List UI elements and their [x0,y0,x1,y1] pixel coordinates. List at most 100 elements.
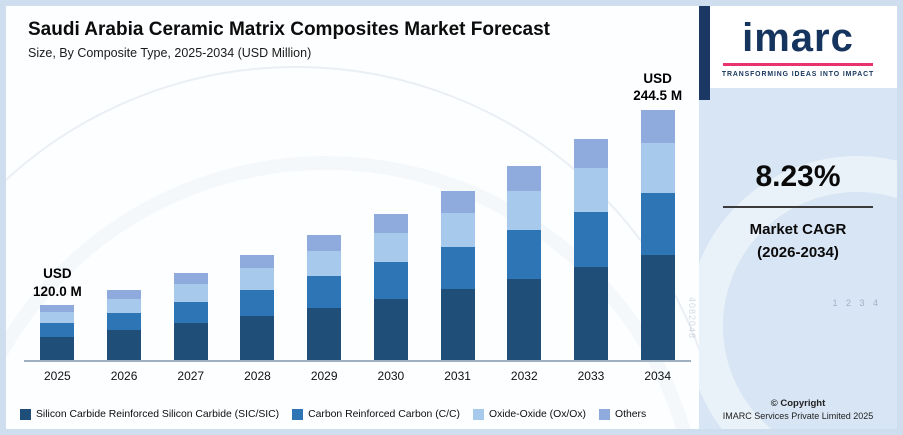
stacked-bar-2029 [307,235,342,360]
cagr-label-line2: (2026-2034) [757,244,839,262]
bar-column-2026 [91,289,158,360]
bar-segment [107,298,142,313]
bar-segment [640,110,675,143]
x-axis-tick-label: 2026 [110,369,138,383]
bar-segment [173,301,208,324]
bar-segment [507,278,542,360]
legend-swatch [20,409,31,420]
bar-segment [240,268,275,290]
x-axis-tick-label: 2030 [377,369,405,383]
bar-segment [307,235,342,252]
bars-plot-area: USD 120.0 M USD 244.5 M [24,60,691,362]
x-axis-tick-label: 2034 [644,369,672,383]
cagr-label-line1: Market CAGR [749,221,847,238]
bar-segment [307,307,342,360]
bar-segment [107,289,142,299]
bar-segment [573,267,608,360]
bar-segment [640,255,675,360]
bar-segment [573,212,608,268]
bar-segment [640,192,675,255]
legend-item: Silicon Carbide Reinforced Silicon Carbi… [20,409,279,420]
bar-segment [373,213,408,233]
bar-segment [40,337,75,360]
watermark-digits: 4082048 [687,296,697,339]
x-axis-tick-label: 2032 [510,369,538,383]
bar-value-annotation: USD 244.5 M [633,70,683,104]
stacked-bar-2025 [40,305,75,360]
stacked-bar-2027 [173,272,208,360]
stacked-bar-2028 [240,254,275,360]
cagr-block: 8.23% Market CAGR (2026-2034) [723,160,873,265]
bar-column-2033 [558,139,625,360]
bar-column-2030 [358,213,425,360]
bar-column-2031 [424,190,491,360]
bar-segment [173,323,208,360]
bar-segment [173,272,208,285]
stacked-bar-2026 [107,289,142,360]
bar-segment [240,254,275,269]
bar-segment [40,323,75,337]
bar-segment [440,246,475,289]
legend-swatch [599,409,611,420]
bar-segment [240,315,275,360]
bar-segment [107,312,142,331]
bar-segment [373,232,408,263]
legend-swatch [292,409,304,420]
legend-item: Carbon Reinforced Carbon (C/C) [292,409,460,420]
bar-segment [373,262,408,299]
imarc-logo: imarc [742,16,854,60]
bar-value-annotation: USD 120.0 M [32,266,82,299]
x-axis-tick-label: 2031 [444,369,471,383]
bar-column-2028 [224,254,291,360]
navy-accent-strip [699,6,710,100]
x-axis-tick-label: 2033 [577,369,605,383]
x-axis-labels: 2025 2026 2027 2028 2029 2030 2031 2032 2033 2034 [24,362,691,383]
logo-tagline: TRANSFORMING IDEAS INTO IMPACT [721,71,875,78]
chart-main-area: Saudi Arabia Ceramic Matrix Composites M… [6,6,699,429]
bar-segment [440,289,475,360]
legend-label: Carbon Reinforced Carbon (C/C) [308,409,461,420]
x-axis-tick-label: 2025 [44,369,71,383]
imarc-logo-block: imarc TRANSFORMING IDEAS INTO IMPACT [699,6,897,88]
legend-item: Oxide-Oxide (Ox/Ox) [473,409,586,420]
bar-column-2027 [157,272,224,360]
copyright-line1: © Copyright [770,398,826,409]
legend-swatch [473,409,485,420]
bar-segment [507,230,542,279]
chart-legend: Silicon Carbide Reinforced Silicon Carbi… [20,409,697,420]
bar-segment [573,139,608,168]
bar-segment [307,276,342,308]
bar-segment [240,289,275,316]
bar-segment [40,305,75,313]
bar-segment [173,284,208,302]
bar-column-2025: USD 120.0 M [24,265,91,360]
bar-segment [640,142,675,193]
chart-subtitle: Size, By Composite Type, 2025-2034 (USD … [28,46,312,60]
cagr-value: 8.23% [755,160,841,193]
copyright-block: © Copyright IMARC Services Private Limit… [699,398,897,421]
legend-label: Silicon Carbide Reinforced Silicon Carbi… [36,409,280,420]
legend-label: Others [615,409,647,420]
stacked-bar-2031 [440,190,475,360]
legend-label: Oxide-Oxide (Ox/Ox) [489,409,587,420]
bar-segment [40,312,75,324]
x-axis-tick-label: 2029 [310,369,338,383]
bar-segment [507,191,542,230]
stacked-bar-2030 [373,213,408,360]
bar-segment [507,166,542,192]
stacked-bar-2034 [640,110,675,360]
bar-segment [440,212,475,247]
bar-column-2034: USD 244.5 M [624,70,691,360]
bar-segment [107,330,142,360]
copyright-line2: IMARC Services Private Limited 2025 [722,411,874,421]
bar-chart: USD 120.0 M USD 244.5 M 2025 2026 2027 2028 202… [24,60,691,383]
logo-red-rule [723,63,873,66]
stacked-bar-2032 [507,166,542,360]
bar-segment [573,167,608,213]
x-axis-tick-label: 2027 [177,369,205,383]
bar-column-2032 [491,166,558,360]
info-panel: imarc TRANSFORMING IDEAS INTO IMPACT 8.2… [699,6,897,429]
x-axis-tick-label: 2028 [244,369,271,383]
bar-segment [440,190,475,213]
